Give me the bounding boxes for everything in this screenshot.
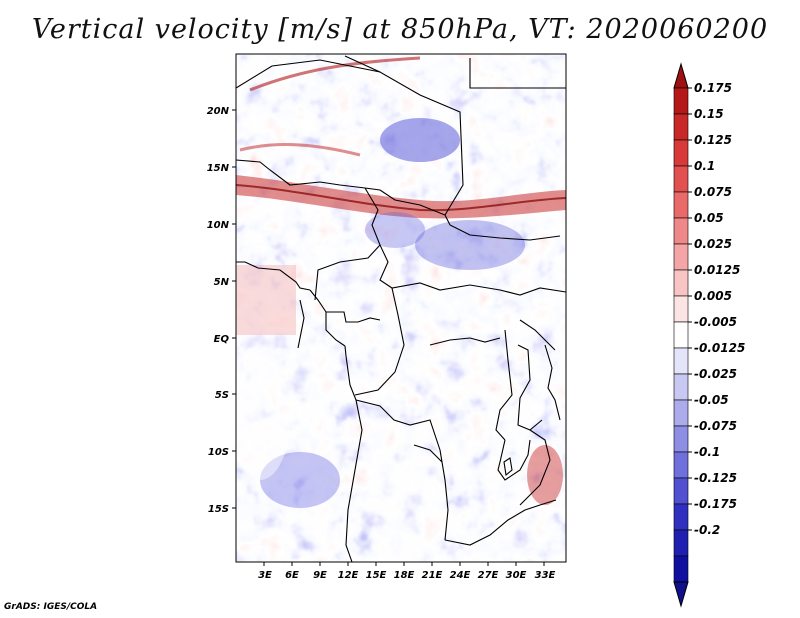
colorbar-swatch [673, 217, 689, 245]
lat-labels: 20N 15N 10N 5N EQ 5S 10S 15S [207, 106, 230, 515]
colorbar-swatch [673, 529, 689, 557]
lon-label: 9E [313, 570, 327, 581]
colorbar-label: 0.025 [694, 237, 732, 251]
lat-label: EQ [214, 334, 230, 345]
colorbar-label: -0.0125 [694, 341, 745, 355]
colorbar-swatch [673, 373, 689, 401]
chart-title: Vertical velocity [m/s] at 850hPa, VT: 2… [31, 14, 769, 45]
colorbar: 0.175 0.15 0.125 0.1 0.075 0.05 0.025 0.0125 0.0… [673, 62, 745, 608]
lat-label: 15N [207, 163, 230, 174]
lat-label: 10S [208, 447, 229, 458]
colorbar-label: 0.075 [694, 185, 732, 199]
colorbar-swatch [673, 87, 689, 115]
lat-label: 5N [214, 277, 230, 288]
colorbar-label: -0.005 [694, 315, 737, 329]
colorbar-swatch [673, 425, 689, 453]
colorbar-swatch [673, 295, 689, 323]
colorbar-label: 0.005 [694, 289, 732, 303]
colorbar-label: -0.175 [694, 497, 737, 511]
colorbar-swatch [673, 503, 689, 531]
colorbar-swatch [673, 243, 689, 271]
lon-label: 6E [285, 570, 299, 581]
colorbar-label: 0.1 [694, 159, 715, 173]
lat-ticks [232, 109, 236, 509]
colorbar-swatch [673, 477, 689, 505]
colorbar-top-arrow [673, 62, 689, 89]
lon-label: 33E [535, 570, 556, 581]
colorbar-swatch [673, 347, 689, 375]
colorbar-label: -0.125 [694, 471, 737, 485]
lat-label: 10N [207, 220, 230, 231]
colorbar-label: -0.05 [694, 393, 729, 407]
lon-ticks [263, 562, 545, 566]
lat-label: 20N [207, 106, 230, 117]
lon-label: 21E [422, 570, 443, 581]
colorbar-swatch [673, 451, 689, 479]
colorbar-label: 0.15 [694, 107, 724, 121]
lon-label: 24E [450, 570, 471, 581]
lon-label: 15E [366, 570, 387, 581]
map-frame [235, 53, 567, 563]
colorbar-label: -0.025 [694, 367, 737, 381]
lon-label: 18E [394, 570, 415, 581]
country-borders [236, 55, 566, 562]
colorbar-label: -0.1 [694, 445, 720, 459]
lon-label: 12E [338, 570, 359, 581]
colorbar-swatch [673, 269, 689, 297]
colorbar-label: 0.0125 [694, 263, 740, 277]
colorbar-swatch [673, 139, 689, 167]
lon-labels: 3E 6E 9E 12E 15E 18E 21E 24E 27E 30E 33E [258, 570, 555, 581]
colorbar-swatch [673, 555, 689, 583]
colorbar-swatch [673, 321, 689, 349]
footer-credit: GrADS: IGES/COLA [4, 602, 98, 612]
colorbar-swatch [673, 165, 689, 193]
colorbar-label: -0.2 [694, 523, 720, 537]
colorbar-swatch [673, 399, 689, 427]
lat-label: 15S [208, 504, 229, 515]
lon-label: 27E [478, 570, 499, 581]
colorbar-bottom-arrow [673, 581, 689, 608]
colorbar-swatch [673, 113, 689, 141]
colorbar-label: 0.125 [694, 133, 732, 147]
lon-label: 3E [258, 570, 272, 581]
colorbar-label: -0.075 [694, 419, 737, 433]
colorbar-label: 0.05 [694, 211, 724, 225]
colorbar-label: 0.175 [694, 81, 732, 95]
lat-label: 5S [215, 390, 229, 401]
colorbar-swatch [673, 191, 689, 219]
lon-label: 30E [506, 570, 527, 581]
velocity-field [236, 54, 566, 562]
